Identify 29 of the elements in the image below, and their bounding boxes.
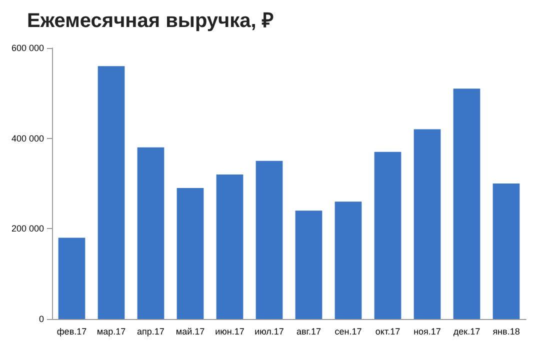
bar (137, 147, 164, 319)
y-tick-label: 600 000 (11, 43, 44, 53)
bar (216, 174, 244, 319)
chart-title: Ежемесячная выручка, ₽ (27, 10, 274, 32)
x-tick-label: янв.18 (492, 326, 520, 336)
bar (98, 66, 125, 319)
x-tick-label: сен.17 (334, 326, 362, 336)
bar (453, 88, 480, 319)
bar (176, 188, 204, 319)
x-tick-label: апр.17 (137, 326, 164, 336)
bar (256, 160, 283, 319)
bar (58, 238, 86, 319)
x-tick-label: окт.17 (375, 326, 400, 336)
x-tick-label: дек.17 (453, 326, 480, 336)
y-tick-label: 400 000 (11, 133, 44, 144)
y-tick-label: 0 (38, 314, 44, 324)
x-tick-label: авг.17 (296, 326, 321, 336)
x-tick-label: фев.17 (56, 326, 87, 336)
bar (374, 152, 402, 319)
y-tick-label: 200 000 (11, 224, 44, 234)
bar (334, 202, 362, 319)
x-tick-label: июл.17 (254, 326, 284, 336)
x-tick-label: мар.17 (96, 326, 126, 336)
x-tick-label: ноя.17 (414, 326, 441, 336)
x-tick-label: июн.17 (215, 326, 244, 336)
x-tick-label: май.17 (176, 326, 205, 336)
bar (492, 184, 520, 319)
bar (295, 210, 322, 319)
bar (414, 129, 441, 319)
